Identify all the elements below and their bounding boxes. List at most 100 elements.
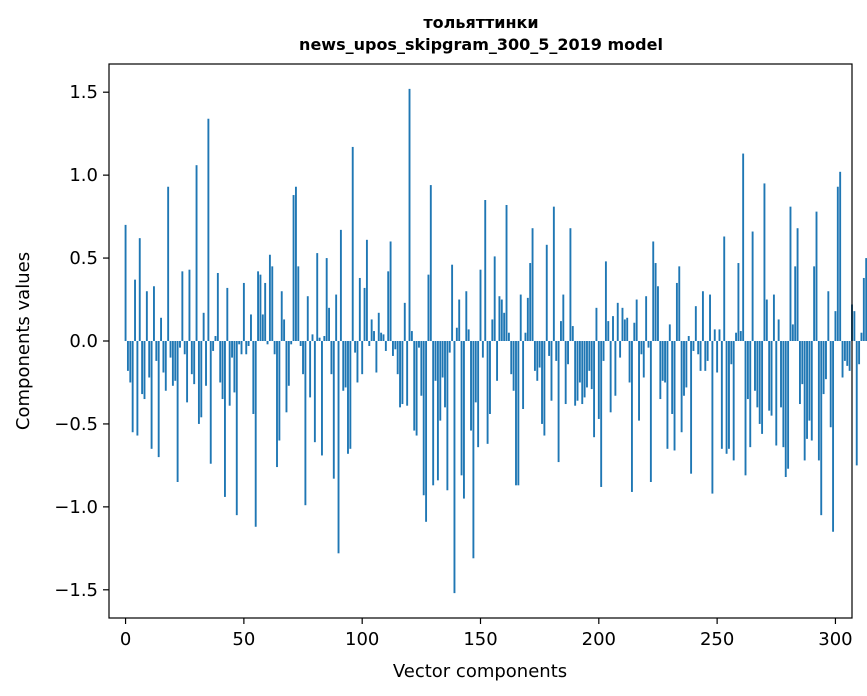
bar bbox=[363, 287, 366, 341]
bar bbox=[240, 341, 243, 355]
bar bbox=[780, 341, 782, 408]
x-tick-label: 250 bbox=[700, 629, 734, 650]
bar bbox=[429, 185, 432, 341]
bar bbox=[531, 228, 534, 341]
bar bbox=[858, 341, 861, 365]
x-tick-label: 200 bbox=[582, 629, 616, 650]
bar bbox=[387, 271, 390, 341]
bar bbox=[238, 341, 241, 345]
bar bbox=[212, 341, 215, 351]
bar bbox=[697, 341, 700, 355]
bar bbox=[403, 302, 406, 341]
y-axis-ticks: −1.5 −1.0 −0.5 0.0 0.5 1.0 1.5 bbox=[54, 82, 109, 601]
bar bbox=[266, 341, 269, 345]
bar bbox=[770, 341, 773, 416]
bar bbox=[224, 341, 226, 497]
bar bbox=[817, 341, 820, 461]
bar bbox=[517, 341, 520, 486]
bar bbox=[138, 238, 141, 341]
bar bbox=[507, 332, 510, 341]
bar bbox=[209, 341, 212, 464]
bar bbox=[626, 317, 629, 341]
bar bbox=[392, 341, 394, 356]
bar bbox=[396, 341, 399, 375]
bar bbox=[564, 341, 567, 405]
chart-title-line2: news_upos_skipgram_300_5_2019 model bbox=[299, 35, 663, 54]
bar bbox=[484, 200, 487, 341]
bar bbox=[335, 294, 338, 341]
bar bbox=[522, 341, 525, 410]
bar bbox=[287, 341, 290, 386]
bar bbox=[782, 341, 785, 448]
bar bbox=[701, 291, 704, 341]
bar bbox=[216, 272, 219, 341]
bar bbox=[820, 341, 823, 516]
bar bbox=[465, 291, 468, 341]
bar bbox=[356, 341, 359, 383]
bar bbox=[313, 341, 316, 443]
bar bbox=[654, 263, 657, 341]
bar bbox=[739, 331, 742, 341]
bar bbox=[399, 341, 401, 408]
bar bbox=[384, 341, 387, 351]
bar bbox=[219, 341, 222, 383]
bar bbox=[247, 341, 250, 346]
bar bbox=[474, 341, 477, 403]
bar bbox=[434, 341, 437, 381]
bar bbox=[413, 341, 416, 431]
bar bbox=[609, 341, 612, 413]
bar bbox=[349, 341, 352, 449]
bar bbox=[157, 341, 160, 458]
bars-group bbox=[124, 88, 867, 594]
bar bbox=[822, 341, 825, 395]
y-axis-label: Components values bbox=[13, 252, 34, 430]
bar bbox=[680, 341, 683, 433]
bar bbox=[751, 231, 754, 341]
bar bbox=[328, 307, 330, 341]
bar bbox=[155, 341, 158, 361]
bar bbox=[612, 316, 614, 341]
bar bbox=[401, 341, 404, 405]
bar bbox=[264, 282, 267, 341]
bar bbox=[467, 329, 470, 341]
bar bbox=[458, 299, 461, 341]
bar bbox=[730, 341, 733, 365]
bar bbox=[683, 341, 685, 396]
bar bbox=[481, 341, 484, 358]
bar bbox=[143, 341, 146, 400]
x-tick-label: 0 bbox=[120, 629, 131, 650]
x-axis-label: Vector components bbox=[393, 661, 567, 682]
bar bbox=[408, 88, 411, 341]
bar bbox=[183, 341, 186, 355]
bar bbox=[354, 341, 357, 353]
bar bbox=[179, 341, 181, 348]
bar bbox=[647, 341, 650, 348]
bar bbox=[373, 331, 375, 341]
bar bbox=[321, 341, 323, 456]
bar bbox=[167, 186, 170, 341]
bar bbox=[309, 341, 312, 398]
bar bbox=[567, 341, 569, 365]
bar bbox=[815, 211, 818, 341]
bar bbox=[510, 341, 513, 375]
bar bbox=[529, 263, 532, 341]
bar bbox=[250, 314, 252, 341]
bar bbox=[853, 311, 856, 341]
bar bbox=[583, 341, 586, 398]
bar bbox=[297, 266, 300, 341]
bar bbox=[746, 341, 749, 400]
bar bbox=[306, 296, 309, 341]
bar bbox=[657, 286, 659, 341]
bar bbox=[538, 341, 541, 368]
bar bbox=[550, 341, 553, 401]
x-tick-label: 50 bbox=[232, 629, 255, 650]
x-tick-label: 150 bbox=[463, 629, 497, 650]
bar bbox=[813, 266, 816, 341]
bar bbox=[720, 341, 723, 449]
bar bbox=[588, 341, 591, 371]
bar bbox=[460, 341, 463, 476]
bar bbox=[832, 341, 835, 532]
y-tick-label: 0.0 bbox=[69, 331, 98, 352]
bar bbox=[829, 341, 832, 428]
bar bbox=[834, 311, 837, 341]
